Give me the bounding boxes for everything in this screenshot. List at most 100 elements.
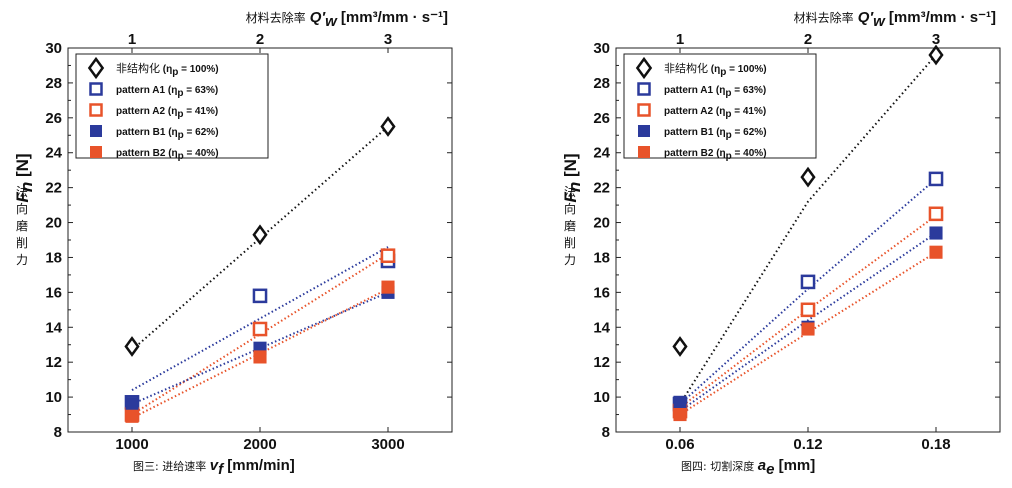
top-axis-label-unit: [mm³/mm · s⁻¹] <box>337 9 448 26</box>
legend-eta-sub: p <box>177 109 183 120</box>
legend-series-name: pattern A1 <box>116 85 166 96</box>
legend-series-name: 非结构化 <box>664 61 708 75</box>
y-axis-label-symbol: F <box>561 192 580 203</box>
y-tick-label: 22 <box>45 180 62 197</box>
chart-2: 810121416182022242628300.0610.1220.183材料… <box>561 9 1001 478</box>
data-point-4 <box>673 395 687 409</box>
y-axis-label-unit: [N] <box>13 153 32 181</box>
legend-marker-2 <box>637 82 651 96</box>
data-point-1 <box>252 224 268 246</box>
legend-eta: (η <box>160 64 172 75</box>
legend-eta: (η <box>165 106 177 117</box>
data-point-2 <box>928 171 944 187</box>
legend-label-5: pattern B2 (ηp = 40%) <box>116 148 219 162</box>
x-tick-label: 0.12 <box>793 436 822 453</box>
legend-marker-4 <box>90 125 102 137</box>
top-axis-label-cn: 材料去除率 <box>794 10 854 25</box>
figure-caption-prefix: 图四: <box>681 460 707 473</box>
data-point-2 <box>252 288 268 304</box>
data-point-1 <box>380 116 396 137</box>
x-tick-label: 2000 <box>243 436 276 453</box>
legend-series-name: 非结构化 <box>116 61 160 75</box>
legend-series-name: pattern A2 <box>116 106 166 117</box>
data-point-3 <box>800 302 816 318</box>
top-tick-label: 3 <box>932 31 940 48</box>
legend-label-2: pattern A1 (ηp = 63%) <box>116 85 218 99</box>
legend-eta-value: = 62%) <box>732 127 767 138</box>
data-point-5 <box>929 245 943 259</box>
fit-line-1 <box>679 54 937 405</box>
x-tick-label: 0.06 <box>665 436 694 453</box>
legend-eta: (η <box>713 127 725 138</box>
legend-eta-sub: p <box>726 151 732 162</box>
legend-eta-value: = 41%) <box>183 106 218 117</box>
legend-eta: (η <box>165 127 177 138</box>
legend-eta-sub: p <box>178 130 184 141</box>
legend-eta-value: = 62%) <box>184 127 219 138</box>
y-tick-label: 20 <box>593 215 610 232</box>
y-axis-label-symbol: F <box>13 192 32 203</box>
fit-line-2 <box>679 178 937 405</box>
legend-label-4: pattern B1 (ηp = 62%) <box>116 127 219 141</box>
data-point-3 <box>252 321 268 337</box>
data-point-3 <box>928 206 944 222</box>
data-point-1 <box>800 166 816 188</box>
figure-caption-prefix: 图三: <box>133 460 159 473</box>
legend-marker-5 <box>638 146 650 158</box>
y-axis-label-cn-char: 磨 <box>16 219 28 233</box>
legend-eta: (η <box>713 106 725 117</box>
y-tick-label: 26 <box>45 110 62 127</box>
legend-eta: (η <box>708 64 720 75</box>
legend-marker-2 <box>89 82 103 96</box>
y-tick-label: 12 <box>45 354 62 371</box>
x-tick-label: 3000 <box>371 436 404 453</box>
data-point-4 <box>125 397 139 411</box>
legend-series-name: pattern B1 <box>664 127 714 138</box>
legend-eta-sub: p <box>172 67 178 78</box>
fit-line-2 <box>131 246 389 391</box>
y-tick-label: 16 <box>593 284 610 301</box>
y-axis-label-cn-char: 削 <box>16 236 28 250</box>
y-axis-label: Fn [N] <box>561 153 584 202</box>
y-tick-label: 10 <box>593 389 610 406</box>
y-tick-label: 30 <box>593 40 610 57</box>
legend-eta: (η <box>713 148 725 159</box>
y-axis-label-cn-char: 向 <box>16 201 28 216</box>
legend-eta-value: = 63%) <box>731 85 766 96</box>
legend-label-1: 非结构化 (ηp = 100%) <box>664 61 767 78</box>
legend-eta-sub: p <box>177 88 183 99</box>
x-axis-label-unit: [mm] <box>774 457 815 474</box>
y-tick-label: 8 <box>602 424 610 441</box>
legend-eta: (η <box>713 85 725 96</box>
legend-box <box>623 53 817 159</box>
legend-label-3: pattern A2 (ηp = 41%) <box>116 106 218 120</box>
legend-eta-value: = 41%) <box>731 106 766 117</box>
x-axis-label-unit: [mm/min] <box>223 457 295 474</box>
legend-series-name: pattern A2 <box>664 106 714 117</box>
top-axis-label-unit: [mm³/mm · s⁻¹] <box>885 9 996 26</box>
legend-series-name: pattern B2 <box>116 148 166 159</box>
x-axis-label-symbol: v <box>210 457 220 474</box>
legend-marker-3 <box>637 103 651 117</box>
y-tick-label: 12 <box>593 354 610 371</box>
y-axis-label-cn-char: 向 <box>564 201 576 216</box>
y-axis-label-cn-char: 力 <box>564 253 576 267</box>
top-axis-label-cn: 材料去除率 <box>246 10 306 25</box>
top-tick-label: 2 <box>256 31 264 48</box>
data-point-5 <box>801 322 815 336</box>
x-axis-label: 图三: 进给速率 vf [mm/min] <box>133 457 295 478</box>
y-tick-label: 10 <box>45 389 62 406</box>
legend-label-3: pattern A2 (ηp = 41%) <box>664 106 766 120</box>
data-point-5 <box>381 280 395 294</box>
data-point-5 <box>673 407 687 422</box>
y-axis-label-cn-char: 磨 <box>564 219 576 233</box>
x-axis-label-sub: e <box>766 461 774 478</box>
top-axis-label: 材料去除率 Q′w [mm³/mm · s⁻¹] <box>246 9 448 30</box>
y-tick-label: 26 <box>593 110 610 127</box>
data-point-5 <box>253 350 267 364</box>
top-axis-label-symbol: Q′ <box>310 9 327 26</box>
y-tick-label: 22 <box>593 180 610 197</box>
top-tick-label: 1 <box>128 31 136 48</box>
y-tick-label: 14 <box>45 319 62 336</box>
data-point-4 <box>929 226 943 240</box>
